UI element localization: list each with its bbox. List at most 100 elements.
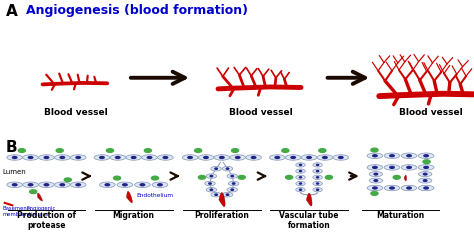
- Circle shape: [194, 149, 202, 152]
- Ellipse shape: [27, 156, 34, 159]
- Ellipse shape: [44, 183, 49, 186]
- Ellipse shape: [142, 155, 157, 160]
- Text: Maturation: Maturation: [376, 211, 425, 220]
- Circle shape: [371, 148, 378, 152]
- Ellipse shape: [313, 163, 322, 167]
- Circle shape: [56, 149, 64, 152]
- Ellipse shape: [369, 172, 383, 177]
- Ellipse shape: [299, 170, 302, 172]
- Ellipse shape: [251, 156, 256, 159]
- Polygon shape: [127, 191, 132, 203]
- Ellipse shape: [7, 182, 23, 187]
- Ellipse shape: [157, 155, 173, 160]
- Ellipse shape: [230, 155, 246, 160]
- Circle shape: [282, 149, 289, 152]
- Ellipse shape: [316, 182, 319, 185]
- Ellipse shape: [406, 154, 412, 157]
- Ellipse shape: [55, 182, 70, 187]
- Ellipse shape: [208, 182, 212, 185]
- Ellipse shape: [306, 156, 312, 159]
- Ellipse shape: [211, 192, 221, 197]
- Ellipse shape: [232, 182, 236, 185]
- Ellipse shape: [75, 156, 81, 159]
- Ellipse shape: [227, 174, 237, 178]
- Ellipse shape: [100, 182, 115, 187]
- Ellipse shape: [226, 193, 229, 196]
- Circle shape: [198, 176, 206, 179]
- Ellipse shape: [299, 176, 302, 179]
- Ellipse shape: [210, 175, 213, 178]
- Ellipse shape: [235, 156, 241, 159]
- Ellipse shape: [374, 179, 378, 182]
- Ellipse shape: [7, 155, 23, 160]
- Polygon shape: [37, 193, 42, 201]
- Ellipse shape: [227, 187, 237, 192]
- Ellipse shape: [296, 187, 305, 192]
- Ellipse shape: [316, 170, 319, 172]
- Ellipse shape: [157, 183, 163, 186]
- Ellipse shape: [187, 156, 193, 159]
- Ellipse shape: [115, 156, 121, 159]
- Circle shape: [285, 176, 293, 179]
- Circle shape: [371, 191, 378, 195]
- Ellipse shape: [313, 175, 322, 180]
- Ellipse shape: [372, 186, 378, 190]
- Polygon shape: [306, 193, 312, 206]
- Ellipse shape: [389, 166, 395, 169]
- Ellipse shape: [222, 166, 233, 171]
- Ellipse shape: [367, 185, 383, 191]
- Text: Migration: Migration: [113, 211, 155, 220]
- Ellipse shape: [316, 164, 319, 166]
- Ellipse shape: [418, 185, 434, 191]
- Ellipse shape: [71, 155, 86, 160]
- Text: Lumen: Lumen: [3, 169, 27, 175]
- Ellipse shape: [313, 182, 322, 186]
- Ellipse shape: [313, 169, 322, 173]
- Ellipse shape: [372, 154, 378, 157]
- Ellipse shape: [110, 155, 126, 160]
- Ellipse shape: [211, 166, 221, 171]
- Ellipse shape: [23, 182, 38, 187]
- Circle shape: [238, 176, 246, 179]
- Ellipse shape: [12, 183, 18, 186]
- Ellipse shape: [296, 175, 305, 180]
- Ellipse shape: [301, 155, 317, 160]
- Ellipse shape: [401, 185, 417, 191]
- Ellipse shape: [23, 155, 38, 160]
- Ellipse shape: [206, 174, 217, 178]
- Text: Endothelium: Endothelium: [136, 193, 173, 198]
- Ellipse shape: [367, 153, 383, 158]
- Ellipse shape: [117, 182, 133, 187]
- Ellipse shape: [228, 181, 239, 186]
- Ellipse shape: [99, 156, 105, 159]
- Ellipse shape: [274, 156, 280, 159]
- Circle shape: [393, 176, 400, 179]
- Ellipse shape: [384, 165, 400, 170]
- Ellipse shape: [152, 182, 168, 187]
- Ellipse shape: [333, 155, 349, 160]
- Ellipse shape: [419, 172, 432, 177]
- Ellipse shape: [423, 166, 429, 169]
- Ellipse shape: [299, 182, 302, 185]
- Circle shape: [29, 190, 36, 193]
- Ellipse shape: [367, 165, 383, 170]
- Ellipse shape: [313, 187, 322, 192]
- Ellipse shape: [322, 156, 328, 159]
- Ellipse shape: [59, 183, 65, 186]
- Ellipse shape: [226, 167, 229, 170]
- Ellipse shape: [205, 181, 215, 186]
- Ellipse shape: [71, 182, 86, 187]
- Ellipse shape: [316, 176, 319, 179]
- Text: A: A: [6, 4, 18, 19]
- Circle shape: [144, 149, 152, 152]
- Ellipse shape: [296, 163, 305, 167]
- Ellipse shape: [94, 155, 110, 160]
- Circle shape: [319, 149, 326, 152]
- Ellipse shape: [401, 165, 417, 170]
- Ellipse shape: [316, 188, 319, 191]
- Ellipse shape: [419, 178, 432, 183]
- Text: B: B: [6, 140, 18, 155]
- Ellipse shape: [122, 183, 128, 186]
- Ellipse shape: [296, 182, 305, 186]
- Circle shape: [231, 149, 238, 152]
